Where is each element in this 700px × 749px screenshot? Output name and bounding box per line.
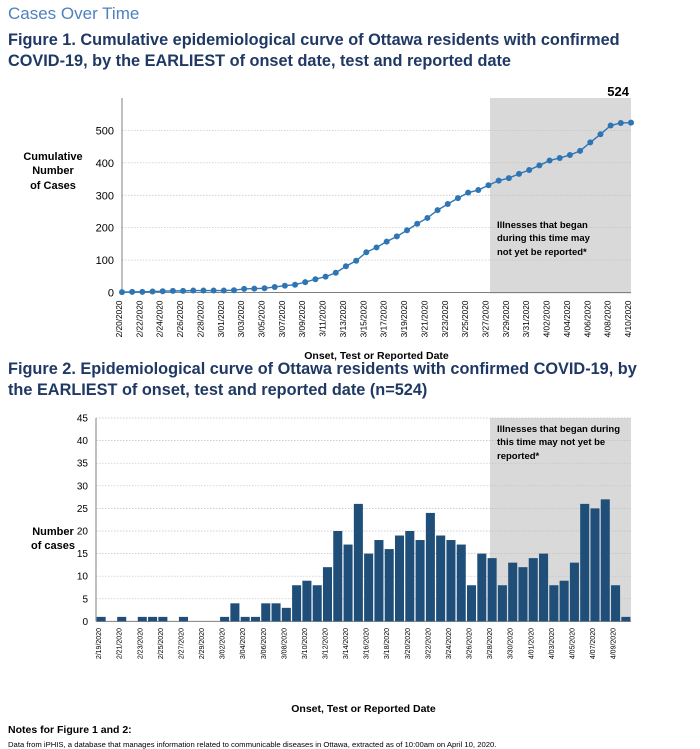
svg-text:5: 5 bbox=[82, 594, 88, 605]
svg-text:4/05/2020: 4/05/2020 bbox=[569, 628, 576, 659]
svg-text:4/09/2020: 4/09/2020 bbox=[611, 628, 618, 659]
svg-text:3/18/2020: 3/18/2020 bbox=[384, 628, 391, 659]
svg-text:2/27/2020: 2/27/2020 bbox=[178, 628, 185, 659]
svg-text:3/12/2020: 3/12/2020 bbox=[322, 628, 329, 659]
svg-text:4/03/2020: 4/03/2020 bbox=[549, 628, 556, 659]
svg-text:3/24/2020: 3/24/2020 bbox=[446, 628, 453, 659]
svg-text:40: 40 bbox=[77, 436, 89, 447]
svg-text:3/08/2020: 3/08/2020 bbox=[281, 628, 288, 659]
svg-text:3/22/2020: 3/22/2020 bbox=[425, 628, 432, 659]
svg-text:3/30/2020: 3/30/2020 bbox=[508, 628, 515, 659]
svg-text:25: 25 bbox=[77, 504, 89, 515]
svg-text:3/20/2020: 3/20/2020 bbox=[405, 628, 412, 659]
svg-text:30: 30 bbox=[77, 481, 89, 492]
svg-text:35: 35 bbox=[77, 459, 89, 470]
svg-text:3/16/2020: 3/16/2020 bbox=[364, 628, 371, 659]
svg-text:2/23/2020: 2/23/2020 bbox=[137, 628, 144, 659]
svg-text:2/25/2020: 2/25/2020 bbox=[158, 628, 165, 659]
svg-text:3/28/2020: 3/28/2020 bbox=[487, 628, 494, 659]
svg-text:2/29/2020: 2/29/2020 bbox=[199, 628, 206, 659]
svg-text:3/10/2020: 3/10/2020 bbox=[302, 628, 309, 659]
svg-text:3/04/2020: 3/04/2020 bbox=[240, 628, 247, 659]
svg-text:3/06/2020: 3/06/2020 bbox=[261, 628, 268, 659]
svg-text:45: 45 bbox=[77, 414, 89, 425]
svg-text:3/14/2020: 3/14/2020 bbox=[343, 628, 350, 659]
svg-text:2/21/2020: 2/21/2020 bbox=[117, 628, 124, 659]
svg-text:10: 10 bbox=[77, 572, 89, 583]
svg-text:4/07/2020: 4/07/2020 bbox=[590, 628, 597, 659]
svg-text:0: 0 bbox=[82, 617, 88, 628]
svg-text:3/02/2020: 3/02/2020 bbox=[220, 628, 227, 659]
svg-text:2/19/2020: 2/19/2020 bbox=[96, 628, 103, 659]
svg-text:3/26/2020: 3/26/2020 bbox=[467, 628, 474, 659]
svg-text:4/01/2020: 4/01/2020 bbox=[528, 628, 535, 659]
